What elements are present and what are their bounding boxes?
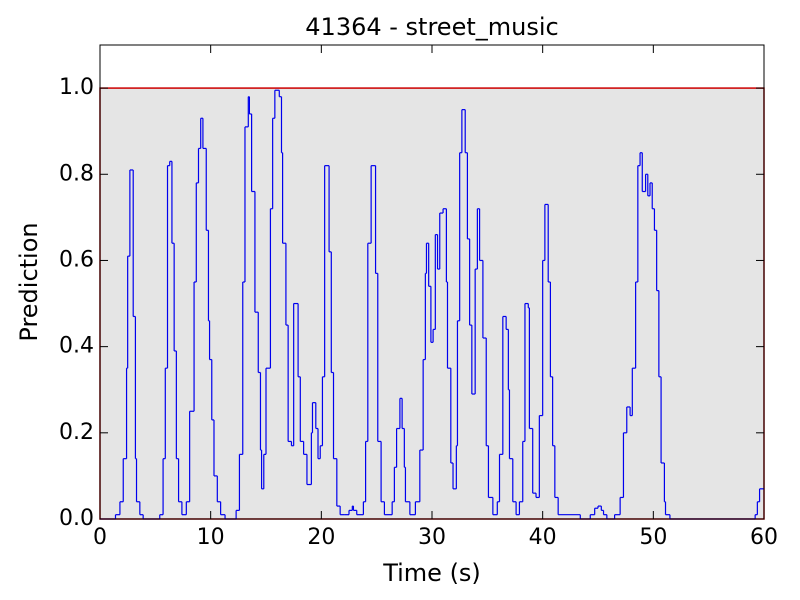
chart-title: 41364 - street_music xyxy=(305,13,558,41)
x-tick-label: 50 xyxy=(639,525,667,550)
y-tick-label: 1.0 xyxy=(59,75,94,100)
y-tick-label: 0.8 xyxy=(59,161,94,186)
label-region xyxy=(99,87,765,520)
x-axis-label: Time (s) xyxy=(382,559,481,587)
y-tick-label: 0.2 xyxy=(59,420,94,445)
y-tick-label: 0.4 xyxy=(59,334,94,359)
y-tick-label: 0.0 xyxy=(59,506,94,531)
x-tick-label: 20 xyxy=(307,525,335,550)
y-axis-label: Prediction xyxy=(15,222,43,341)
x-tick-label: 0 xyxy=(93,525,107,550)
x-tick-label: 10 xyxy=(197,525,225,550)
x-tick-label: 40 xyxy=(529,525,557,550)
y-tick-label: 0.6 xyxy=(59,247,94,272)
x-tick-label: 60 xyxy=(750,525,778,550)
x-tick-label: 30 xyxy=(418,525,446,550)
